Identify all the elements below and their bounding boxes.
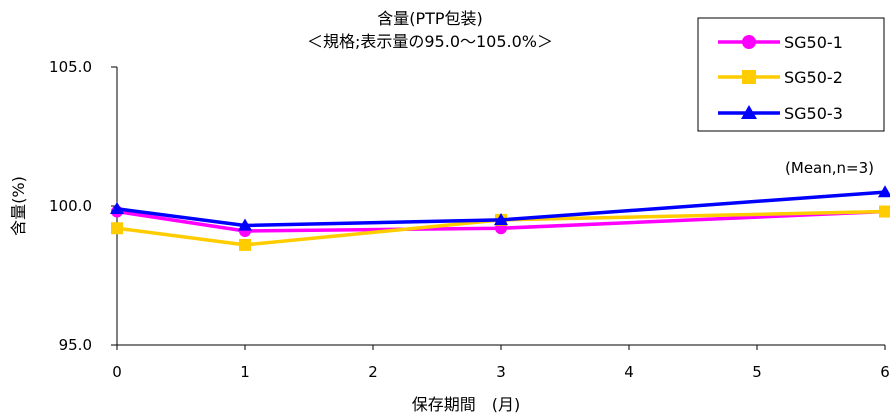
data-point-square xyxy=(111,222,123,235)
legend-entry: SG50-3 xyxy=(718,104,843,123)
series-line xyxy=(116,209,886,247)
legend-marker-square xyxy=(742,70,756,84)
data-point-triangle xyxy=(494,213,508,226)
legend-marker-circle xyxy=(742,35,756,49)
x-tick-label: 6 xyxy=(880,363,890,381)
series-line xyxy=(116,209,886,233)
tick-labels: 95.0 100.0 105.0 0 1 2 3 4 5 6 xyxy=(49,58,890,381)
legend-label: SG50-3 xyxy=(784,104,843,123)
x-tick-label: 1 xyxy=(240,363,250,381)
data-point-triangle xyxy=(238,218,252,231)
data-point-square xyxy=(879,205,890,218)
series-layer xyxy=(110,185,890,251)
legend-label: SG50-1 xyxy=(784,33,843,52)
y-tick-label: 95.0 xyxy=(59,336,92,354)
x-tick-label: 0 xyxy=(112,363,122,381)
data-point-triangle xyxy=(878,185,890,198)
legend-entry: SG50-1 xyxy=(718,33,843,52)
y-axis-label: 含量(%) xyxy=(9,176,28,236)
data-point-triangle xyxy=(110,201,124,214)
x-tick-label: 2 xyxy=(368,363,378,381)
series-line xyxy=(116,190,886,228)
legend-label: SG50-2 xyxy=(784,68,843,87)
series-sg50-3 xyxy=(110,185,890,231)
x-axis-label: 保存期間 (月) xyxy=(412,395,521,414)
x-tick-label: 3 xyxy=(496,363,506,381)
chart-annotation: (Mean,n=3) xyxy=(785,159,874,177)
legend: SG50-1 SG50-2 SG50-3 xyxy=(697,17,885,132)
chart-subtitle: ＜規格;表示量の95.0～105.0%＞ xyxy=(307,32,553,51)
y-tick-label: 100.0 xyxy=(49,197,92,215)
y-tick-label: 105.0 xyxy=(49,58,92,76)
legend-marker-triangle xyxy=(741,104,757,120)
axis-ticks xyxy=(111,66,886,350)
chart-title: 含量(PTP包装) xyxy=(377,9,483,28)
x-tick-label: 5 xyxy=(752,363,762,381)
legend-entry: SG50-2 xyxy=(718,68,843,87)
data-point-square xyxy=(239,238,251,251)
x-tick-label: 4 xyxy=(624,363,634,381)
